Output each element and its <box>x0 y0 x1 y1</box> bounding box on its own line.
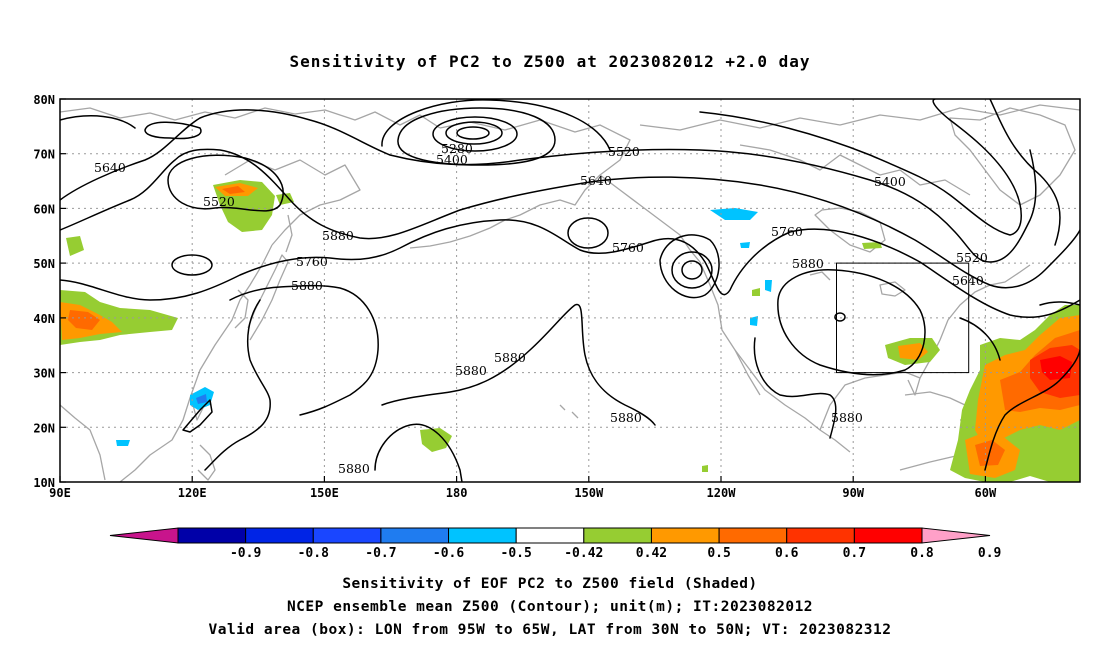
map-panel: 5280 5400 5520 5640 5760 5880 5520 5640 … <box>33 93 1081 500</box>
tick-marks <box>59 98 987 483</box>
colorbar-tick-label: -0.7 <box>365 546 396 561</box>
colorbar-tick-label: 0.5 <box>707 546 730 561</box>
colorbar-high-extend <box>921 527 991 544</box>
map-background <box>60 99 1080 482</box>
lon-label: 120W <box>707 486 737 500</box>
colorbar-swatch <box>448 527 517 544</box>
colorbar-swatch <box>380 527 450 544</box>
contour-label: 5880 <box>338 461 370 476</box>
lon-label: 60W <box>975 486 997 500</box>
colorbar-swatch <box>786 527 855 544</box>
colorbar-swatch <box>312 527 382 544</box>
footer-line-3: Valid area (box): LON from 95W to 65W, L… <box>208 622 891 638</box>
lat-label: 30N <box>33 367 55 381</box>
lat-label: 50N <box>33 257 55 271</box>
contour-label: 5640 <box>952 273 984 288</box>
colorbar-tick-label: -0.8 <box>298 546 329 561</box>
colorbar-swatch <box>718 527 788 544</box>
colorbar-swatch <box>650 527 720 544</box>
lat-label: 20N <box>33 421 55 435</box>
colorbar-tick-label: -0.6 <box>433 546 464 561</box>
colorbar-swatch <box>177 527 247 544</box>
contour-label: 5520 <box>608 144 640 159</box>
contour-label: 5880 <box>494 350 526 365</box>
valid-area-box <box>836 262 970 374</box>
figure-title: Sensitivity of PC2 to Z500 at 2023082012… <box>289 52 810 71</box>
contour-label: 5880 <box>455 363 487 378</box>
colorbar-swatch <box>515 527 585 544</box>
lat-label: 10N <box>33 476 55 490</box>
contour-label: 5760 <box>296 254 328 269</box>
lon-label: 90W <box>842 486 864 500</box>
colorbar-swatch <box>583 527 652 544</box>
colorbar-tick-label: -0.5 <box>501 546 532 561</box>
contour-labels: 5280 5400 5520 5640 5760 5880 5520 5640 … <box>94 141 988 476</box>
colorbar-tick-label: 0.9 <box>978 546 1001 561</box>
contour-label: 5520 <box>956 250 988 265</box>
lat-label: 60N <box>33 202 55 216</box>
z500-contours <box>60 99 1080 482</box>
colorbar-tick-label: -0.9 <box>230 546 261 561</box>
sensitivity-shading <box>60 180 1080 482</box>
contour-label: 5760 <box>771 224 803 239</box>
lat-label: 80N <box>33 93 55 107</box>
lon-label: 90E <box>49 486 71 500</box>
contour-label: 5280 <box>441 141 473 156</box>
contour-label: 5520 <box>203 194 235 209</box>
contour-label: 5880 <box>610 410 642 425</box>
contour-label: 5400 <box>436 152 468 167</box>
colorbar: -0.9 -0.8 -0.7 -0.6 -0.5 -0.42 0.42 0.5 0.6 0.7 0.… <box>109 527 1001 561</box>
footer-line-2: NCEP ensemble mean Z500 (Contour); unit(… <box>287 599 813 615</box>
contour-label: 5880 <box>792 256 824 271</box>
footer-captions: Sensitivity of EOF PC2 to Z500 field (Sh… <box>208 576 891 638</box>
contour-label: 5880 <box>831 410 863 425</box>
contour-label: 5760 <box>612 240 644 255</box>
colorbar-tick-label: -0.42 <box>564 546 603 561</box>
colorbar-tick-label: 0.42 <box>636 546 667 561</box>
colorbar-swatch <box>245 527 314 544</box>
footer-line-1: Sensitivity of EOF PC2 to Z500 field (Sh… <box>342 576 757 592</box>
lat-label: 40N <box>33 312 55 326</box>
contour-label: 5880 <box>322 228 354 243</box>
lon-label: 150W <box>574 486 604 500</box>
latitude-labels: 80N 70N 60N 50N 40N 30N 20N 10N <box>33 93 55 490</box>
lon-label: 120E <box>178 486 207 500</box>
lon-label: 180 <box>446 486 468 500</box>
lon-label: 150E <box>310 486 339 500</box>
colorbar-tick-label: 0.6 <box>775 546 799 561</box>
lat-label: 70N <box>33 148 55 162</box>
longitude-labels: 90E 120E 150E 180 150W 120W 90W 60W <box>49 486 997 500</box>
colorbar-tick-label: 0.7 <box>843 546 866 561</box>
colorbar-low-extend <box>109 527 179 544</box>
contour-label: 5400 <box>874 174 906 189</box>
contour-label: 5640 <box>580 173 612 188</box>
colorbar-swatch <box>853 527 923 544</box>
colorbar-tick-label: 0.8 <box>910 546 934 561</box>
contour-label: 5880 <box>291 278 323 293</box>
contour-label: 5640 <box>94 160 126 175</box>
map-frame <box>59 98 1081 483</box>
